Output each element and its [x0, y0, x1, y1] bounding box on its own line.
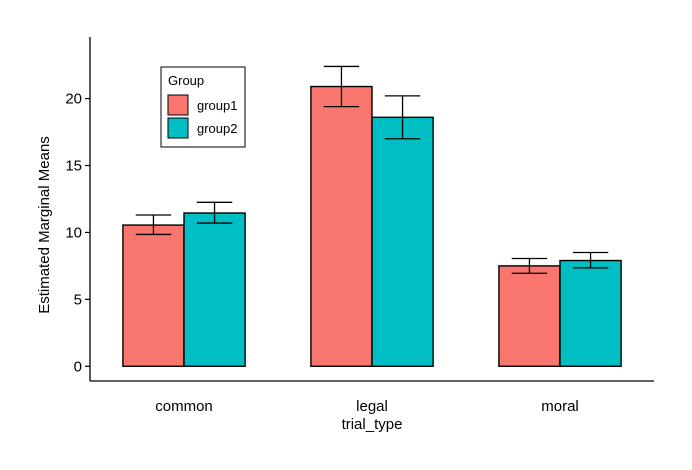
x-axis-title: trial_type	[342, 416, 403, 433]
x-tick-label-legal: legal	[356, 398, 388, 415]
bar-group2-moral	[559, 259, 622, 367]
y-tick-label-20: 20	[65, 91, 82, 108]
legend-title: Group	[168, 73, 204, 88]
legend-label-group1: group1	[197, 98, 237, 113]
bar-group1-common	[122, 224, 185, 367]
legend-swatch-group1	[167, 94, 189, 116]
y-tick-label-15: 15	[65, 157, 82, 174]
legend-label-group2: group2	[197, 121, 237, 136]
legend: Group group1 group2	[160, 66, 246, 148]
y-tick-label-10: 10	[65, 224, 82, 241]
y-tick-label-0: 0	[74, 358, 82, 375]
legend-swatch-group2	[167, 117, 189, 139]
bar-group1-moral	[498, 265, 561, 367]
x-tick-label-moral: moral	[541, 398, 579, 415]
y-tick-label-5: 5	[74, 291, 82, 308]
x-tick-label-common: common	[155, 398, 213, 415]
error-bars-layer	[135, 65, 609, 274]
axes-layer: common legal moral 0 5 10 15 20	[65, 37, 654, 415]
bar-group1-legal	[310, 85, 373, 367]
bar-group2-legal	[371, 116, 434, 367]
bar-group2-common	[183, 212, 246, 367]
y-axis-title: Estimated Marginal Means	[36, 136, 53, 314]
